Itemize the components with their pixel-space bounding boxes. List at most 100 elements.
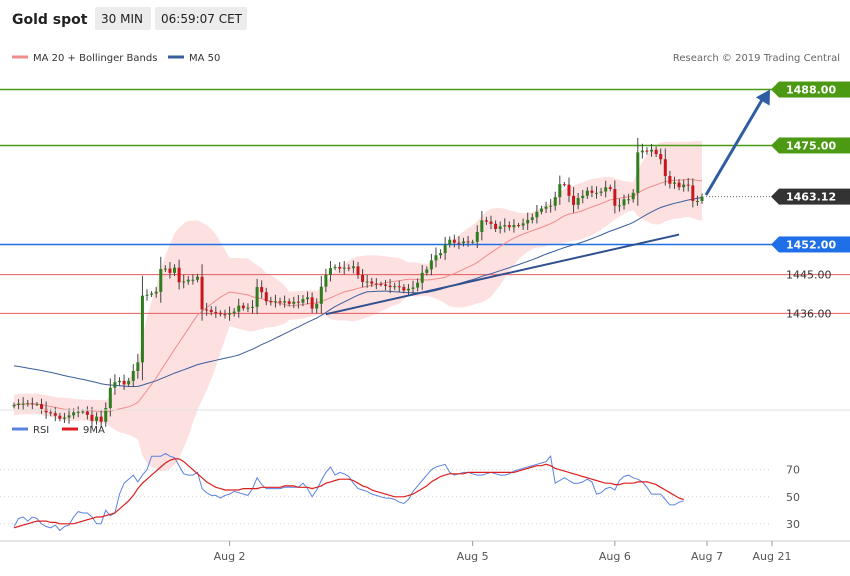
candle xyxy=(85,406,89,420)
timestamp-box xyxy=(155,7,247,30)
candle xyxy=(186,276,190,285)
level-tag-bg-1 xyxy=(779,137,850,154)
candle xyxy=(95,412,99,425)
candle xyxy=(572,187,576,213)
candle xyxy=(228,306,232,321)
candle xyxy=(67,408,71,424)
target-arrow xyxy=(704,89,770,196)
last-price-tag-bg xyxy=(779,188,850,205)
candle xyxy=(218,310,222,317)
timeframe-label: 30 MIN xyxy=(101,12,143,26)
candle xyxy=(173,264,177,276)
candle xyxy=(99,409,103,428)
candle xyxy=(351,260,355,274)
x-tick-label: Aug 2 xyxy=(214,550,246,563)
candle xyxy=(517,222,521,228)
legend-ma20-label: MA 20 + Bollinger Bands xyxy=(33,53,157,64)
candle xyxy=(214,306,218,318)
candle xyxy=(26,399,30,407)
candle xyxy=(475,225,479,248)
level-lines xyxy=(0,88,850,314)
candle xyxy=(595,186,599,199)
candle xyxy=(530,213,534,224)
candle xyxy=(122,374,126,390)
candle xyxy=(420,265,424,290)
candle xyxy=(310,292,314,314)
candle xyxy=(645,147,649,155)
candle xyxy=(356,262,360,279)
candle xyxy=(255,278,259,315)
candle xyxy=(200,264,204,321)
candle xyxy=(434,247,438,268)
candle xyxy=(388,278,392,294)
timestamp-label: 06:59:07 CET xyxy=(161,12,243,26)
arrow-shaft xyxy=(704,95,766,196)
candle xyxy=(581,189,585,204)
candle xyxy=(452,234,456,248)
candle xyxy=(429,253,433,276)
candle xyxy=(489,215,493,230)
candle xyxy=(104,402,108,427)
candle xyxy=(507,221,511,231)
candle xyxy=(416,278,420,292)
candle xyxy=(168,262,172,279)
x-tick-label: Aug 7 xyxy=(691,550,723,563)
candle xyxy=(411,280,415,295)
candle xyxy=(439,249,443,259)
candle xyxy=(131,364,135,387)
candle xyxy=(76,406,80,418)
candle xyxy=(677,179,681,191)
candle xyxy=(342,261,346,275)
level-tag-pointer-2 xyxy=(771,236,779,253)
level-label-4: 1436.00 xyxy=(786,307,832,320)
candle xyxy=(494,220,498,233)
candle xyxy=(209,306,213,316)
candle xyxy=(328,261,332,282)
candle xyxy=(640,143,644,159)
candle xyxy=(425,266,429,276)
candle xyxy=(365,274,369,288)
trend-line xyxy=(325,233,680,316)
candle xyxy=(393,282,397,291)
candle xyxy=(654,146,658,157)
candles xyxy=(12,137,704,429)
candle xyxy=(251,300,255,314)
candle xyxy=(659,148,663,165)
candle xyxy=(503,218,507,233)
x-tick-label: Aug 6 xyxy=(599,550,631,563)
timeframe-selector[interactable] xyxy=(95,7,151,30)
candle xyxy=(397,280,401,293)
candle xyxy=(695,195,699,206)
rsi-line xyxy=(13,452,684,532)
candle xyxy=(480,210,484,241)
x-tick-label: Aug 21 xyxy=(753,550,792,563)
candle xyxy=(549,199,553,213)
candle xyxy=(127,377,131,388)
candle xyxy=(154,287,158,298)
rsi-panel: 30 50 70 xyxy=(0,452,800,532)
candle xyxy=(347,264,351,272)
candle xyxy=(136,353,140,379)
candle xyxy=(672,176,676,189)
candle xyxy=(338,262,342,273)
level-label-1: 1475.00 xyxy=(786,139,836,152)
candle xyxy=(163,265,167,272)
candle xyxy=(40,398,44,414)
candle xyxy=(512,219,516,233)
level-label-0: 1488.00 xyxy=(786,84,836,97)
candle xyxy=(631,189,635,203)
candle xyxy=(191,274,195,285)
candle xyxy=(62,412,66,423)
candle xyxy=(613,180,617,214)
candle xyxy=(650,143,654,157)
candle xyxy=(315,298,319,314)
candle xyxy=(622,194,626,210)
candle xyxy=(558,175,562,205)
rsi-ma9-line xyxy=(13,458,684,529)
rsi-tick-label: 70 xyxy=(786,464,800,477)
candle xyxy=(182,274,186,289)
candle xyxy=(283,295,287,308)
candle xyxy=(17,399,21,410)
last-price-label: 1463.12 xyxy=(786,191,836,204)
level-tag-pointer-0 xyxy=(771,81,779,98)
